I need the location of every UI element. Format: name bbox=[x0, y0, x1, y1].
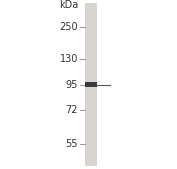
Text: 55: 55 bbox=[65, 139, 78, 149]
Text: 250: 250 bbox=[59, 22, 78, 32]
Bar bbox=[85, 3, 97, 166]
Text: 72: 72 bbox=[65, 105, 78, 115]
Text: 95: 95 bbox=[65, 79, 78, 90]
Bar bbox=[85, 82, 97, 87]
Text: 130: 130 bbox=[59, 54, 78, 64]
Text: kDa: kDa bbox=[59, 0, 78, 10]
